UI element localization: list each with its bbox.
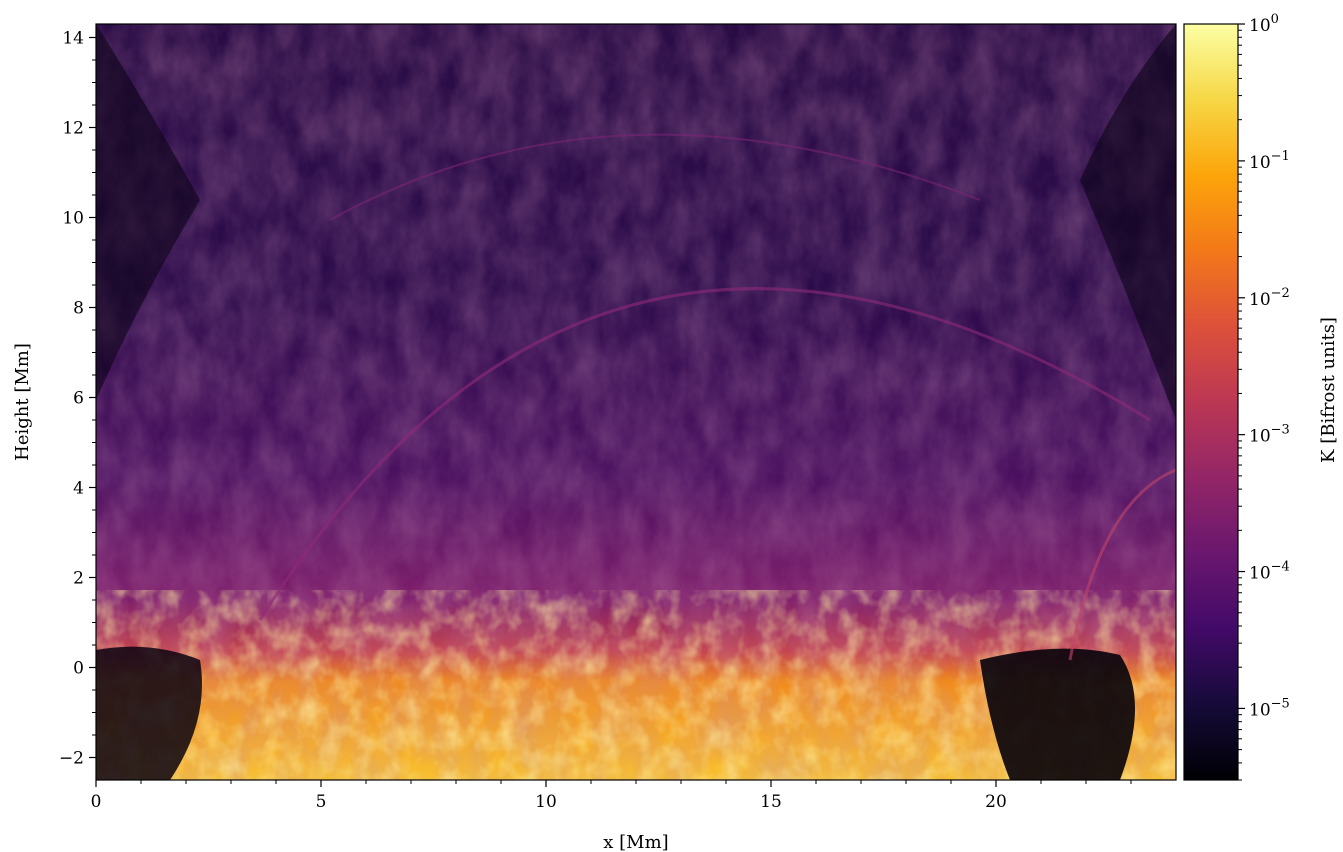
colorbar-frame (1183, 23, 1239, 781)
x-tick-label: 5 (316, 792, 327, 812)
colorbar-tick-label: 10−1 (1249, 149, 1290, 173)
colorbar (1184, 24, 1238, 780)
y-tick-label: 0 (73, 659, 84, 679)
x-axis: 0 5 10 15 20 (91, 780, 1132, 812)
y-tick-label: 8 (73, 299, 84, 319)
y-axis: −2 0 2 4 6 8 10 12 14 (59, 29, 96, 769)
colorbar-tick-label: 10−4 (1249, 560, 1290, 584)
x-axis-label: x [Mm] (603, 832, 668, 852)
colorbar-tick-label: 10−3 (1249, 423, 1290, 447)
heatmap-image (96, 24, 1176, 780)
x-tick-label: 0 (91, 792, 102, 812)
x-tick-label: 15 (760, 792, 782, 812)
y-tick-label: 4 (73, 479, 84, 499)
colorbar-axis: 10−5 10−4 10−3 10−2 10−1 100 (1238, 12, 1290, 781)
y-axis-label: Height [Mm] (12, 343, 33, 461)
colorbar-tick-label: 100 (1249, 12, 1279, 36)
y-tick-label: −2 (59, 749, 84, 769)
x-tick-label: 20 (985, 792, 1007, 812)
y-tick-label: 10 (62, 209, 84, 229)
y-tick-label: 12 (62, 119, 84, 139)
x-tick-label: 10 (535, 792, 557, 812)
colorbar-tick-label: 10−5 (1249, 696, 1290, 720)
colorbar-tick-label: 10−2 (1249, 286, 1290, 310)
y-tick-label: 14 (62, 29, 84, 49)
y-tick-label: 6 (73, 389, 84, 409)
colorbar-label: K [Bifrost units] (1318, 317, 1339, 463)
y-tick-label: 2 (73, 569, 84, 589)
